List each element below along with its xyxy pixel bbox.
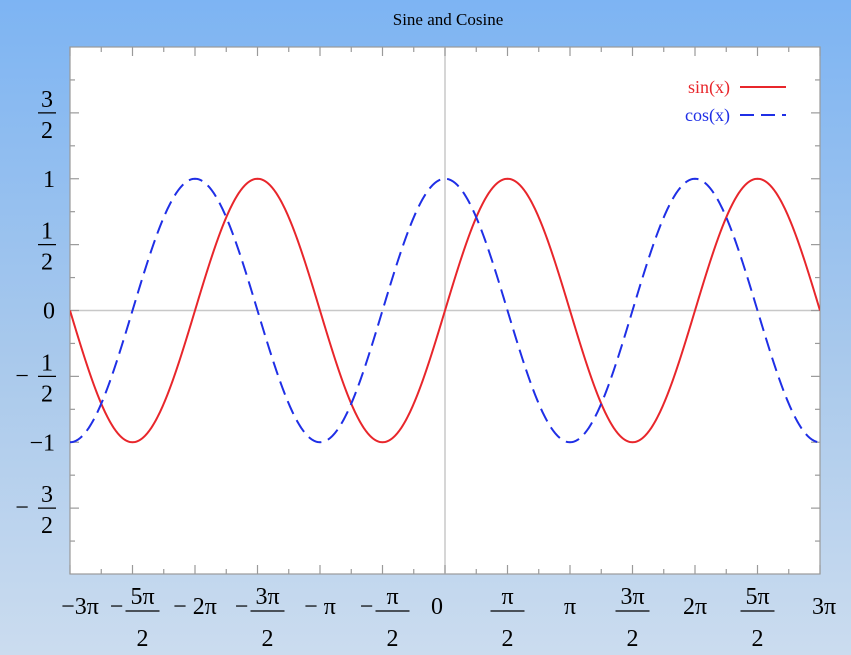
x-tick-denominator: 2 [752,626,764,652]
x-tick-numerator: 3π [620,584,644,610]
chart-title: Sine and Cosine [393,10,504,29]
x-tick-denominator: 2 [137,626,149,652]
x-tick-numerator: 5π [130,584,154,610]
x-tick-label: −5π 2 [110,584,160,652]
y-tick-label: 32 [38,87,56,144]
x-tick-label: 2π [683,594,707,620]
x-tick-numerator: π [386,584,398,610]
x-tick-label: − π [304,594,336,620]
y-tick-label: −3 2 [15,482,56,539]
x-tick-numerator: 5π [745,584,769,610]
x-tick-sign: − [235,594,249,620]
x-tick-label: π2 [490,584,525,652]
x-tick-label: 3π [812,594,836,620]
y-tick-numerator: 3 [41,87,53,113]
axis-ticks [69,47,821,574]
x-tick-label: − 2π [173,594,217,620]
x-tick-numerator: π [501,584,513,610]
x-tick-label: 5π 2 [740,584,775,652]
y-tick-numerator: 1 [41,219,53,245]
y-tick-label: 12 [38,219,56,276]
series-layer [70,177,820,444]
legend-item-sin: sin(x) [688,77,786,98]
x-tick-label: 0 [431,594,443,620]
y-tick-sign: − [15,495,29,521]
y-tick-numerator: 1 [41,350,53,376]
legend-label: cos(x) [685,105,730,126]
y-tick-sign: − [15,363,29,389]
y-tick-denominator: 2 [41,118,53,144]
y-tick-label: 1 [43,167,55,193]
x-tick-label: π [564,594,576,620]
x-tick-sign: − [110,594,124,620]
x-tick-label: −3π 2 [235,584,285,652]
x-tick-label: − π 2 [360,584,410,652]
sin-curve [70,177,820,444]
y-tick-label: −1 [29,430,55,456]
x-tick-label: 3π 2 [615,584,650,652]
x-tick-sign: − [360,594,374,620]
y-tick-label: −1 2 [15,350,56,407]
y-tick-label: 0 [43,299,55,325]
x-tick-label: −3π [61,594,99,620]
y-tick-denominator: 2 [41,381,53,407]
x-tick-denominator: 2 [387,626,399,652]
x-tick-denominator: 2 [502,626,514,652]
y-tick-denominator: 2 [41,513,53,539]
legend: sin(x) cos(x) [685,77,786,126]
x-tick-denominator: 2 [262,626,274,652]
legend-label: sin(x) [688,77,730,98]
cos-curve [70,177,820,444]
y-tick-denominator: 2 [41,250,53,276]
x-tick-numerator: 3π [255,584,279,610]
x-tick-denominator: 2 [627,626,639,652]
legend-item-cos: cos(x) [685,105,786,126]
y-tick-numerator: 3 [41,482,53,508]
